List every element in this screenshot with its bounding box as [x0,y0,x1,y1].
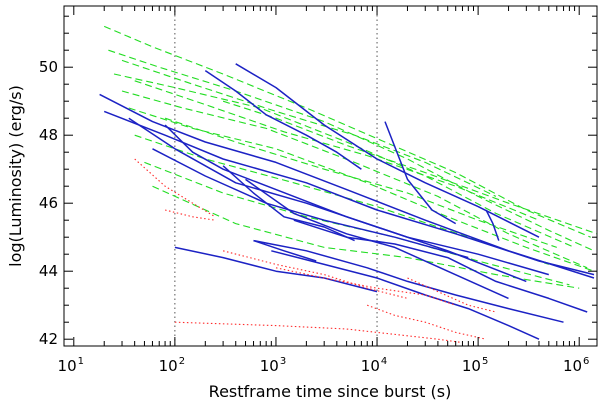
series-line-red-33 [367,304,487,340]
series-line-green-9 [134,80,540,221]
series-line-red-28 [134,158,216,218]
series-line-blue-26 [253,239,317,262]
x-axis-title: Restframe time since burst (s) [209,382,452,401]
series-line-red-29 [164,209,216,221]
x-tick-label-1: 102 [159,356,185,375]
y-tick-label-0: 42 [39,330,58,348]
series-line-red-30 [222,250,408,299]
series-line-green-1 [108,49,595,252]
series-line-green-4 [128,107,595,272]
x-tick-label-2: 103 [260,356,286,375]
series-line-blue-15 [152,148,469,259]
series-line-green-6 [144,161,570,286]
series-line-green-8 [121,59,497,197]
series-line-blue-14 [128,117,527,283]
series-line-blue-18 [235,63,540,238]
series-line-blue-19 [222,165,355,242]
series-layer [99,25,597,344]
y-tick-label-2: 46 [39,194,58,212]
series-line-blue-16 [164,124,550,276]
x-tick-label-5: 106 [563,356,589,375]
y-tick-label-3: 48 [39,126,58,144]
series-line-red-32 [174,321,463,344]
series-line-green-7 [152,185,580,289]
plot-frame [63,5,598,347]
series-line-green-2 [113,73,575,248]
series-line-blue-23 [271,250,540,340]
series-line-red-34 [407,277,497,313]
series-line-blue-21 [293,219,588,313]
series-line-blue-24 [174,246,378,293]
series-line-green-11 [164,117,557,248]
series-line-blue-13 [103,110,595,276]
y-tick-label-1: 44 [39,262,58,280]
series-line-blue-25 [384,121,457,225]
series-line-green-3 [121,90,588,269]
series-line-blue-27 [485,209,500,241]
series-line-blue-12 [99,93,595,279]
y-axis-title: log(Luminosity) (erg/s) [6,85,25,267]
series-line-blue-17 [204,69,362,170]
y-axis: 42 44 46 48 50 [39,15,597,348]
x-tick-label-3: 104 [361,356,387,375]
x-tick-label-4: 105 [462,356,488,375]
x-axis: 101 102 103 104 105 106 [58,6,589,375]
series-line-red-31 [275,267,456,306]
y-tick-label-4: 50 [39,58,58,76]
series-line-blue-22 [253,239,564,323]
x-tick-label-0: 101 [58,356,84,375]
series-line-green-0 [103,25,591,238]
